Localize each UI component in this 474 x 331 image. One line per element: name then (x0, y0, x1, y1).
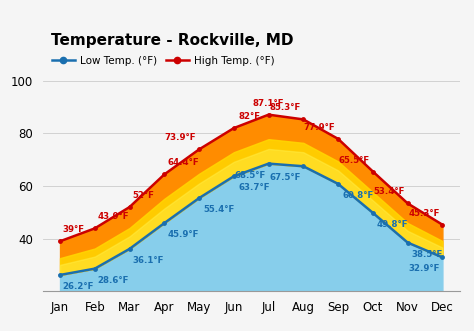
Text: Temperature - Rockville, MD: Temperature - Rockville, MD (51, 33, 293, 49)
Text: 49.8°F: 49.8°F (377, 220, 409, 229)
Text: 26.2°F: 26.2°F (63, 282, 94, 291)
Text: 67.5°F: 67.5°F (269, 173, 301, 182)
Text: 32.9°F: 32.9°F (408, 264, 439, 273)
Text: 45.3°F: 45.3°F (408, 209, 439, 218)
Text: 65.5°F: 65.5°F (339, 156, 370, 165)
Text: 52°F: 52°F (132, 191, 154, 200)
Text: 55.4°F: 55.4°F (203, 205, 235, 214)
Text: 45.9°F: 45.9°F (167, 230, 199, 239)
Text: 82°F: 82°F (238, 112, 260, 121)
Text: 38.5°F: 38.5°F (412, 250, 443, 259)
Text: 64.4°F: 64.4°F (167, 159, 199, 167)
Text: 28.6°F: 28.6°F (98, 276, 129, 285)
Text: 39°F: 39°F (63, 225, 85, 234)
Text: 73.9°F: 73.9°F (165, 133, 196, 142)
Text: 36.1°F: 36.1°F (132, 256, 164, 265)
Text: 68.5°F: 68.5°F (235, 170, 266, 180)
Legend: Low Temp. (°F), High Temp. (°F): Low Temp. (°F), High Temp. (°F) (48, 52, 279, 71)
Text: 60.8°F: 60.8°F (342, 191, 374, 200)
Text: 53.4°F: 53.4°F (374, 187, 405, 196)
Text: 87.1°F: 87.1°F (253, 99, 284, 108)
Text: 63.7°F: 63.7°F (238, 183, 270, 192)
Text: 77.9°F: 77.9°F (304, 123, 335, 132)
Text: 85.3°F: 85.3°F (269, 104, 301, 113)
Text: 43.9°F: 43.9°F (98, 213, 129, 221)
